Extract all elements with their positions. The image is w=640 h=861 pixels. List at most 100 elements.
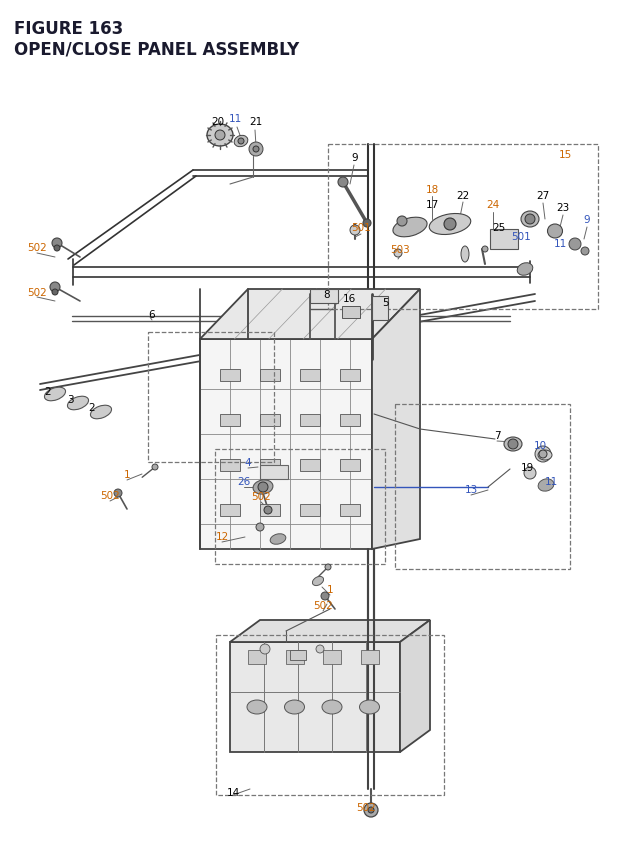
Circle shape [249, 143, 263, 157]
Circle shape [321, 592, 329, 600]
Bar [323, 650, 341, 664]
Circle shape [114, 489, 122, 498]
Text: 502: 502 [27, 288, 47, 298]
Circle shape [256, 523, 264, 531]
Ellipse shape [397, 217, 407, 226]
Ellipse shape [538, 480, 554, 492]
Ellipse shape [521, 212, 539, 228]
Bar [260, 460, 280, 472]
Bar [216, 635, 444, 795]
Ellipse shape [322, 700, 342, 714]
Text: 17: 17 [426, 200, 438, 210]
Circle shape [444, 219, 456, 231]
Text: 23: 23 [556, 202, 570, 213]
Bar [215, 449, 385, 564]
Circle shape [54, 245, 60, 251]
Text: 3: 3 [67, 394, 74, 405]
Circle shape [215, 131, 225, 141]
Circle shape [253, 147, 259, 152]
Circle shape [264, 506, 272, 514]
Ellipse shape [247, 700, 267, 714]
Ellipse shape [207, 125, 233, 147]
Text: 16: 16 [342, 294, 356, 304]
Bar [300, 460, 320, 472]
Ellipse shape [67, 397, 88, 411]
Ellipse shape [253, 480, 273, 494]
Circle shape [50, 282, 60, 293]
Circle shape [325, 564, 331, 570]
Polygon shape [230, 620, 430, 642]
Circle shape [52, 238, 62, 249]
Text: 12: 12 [216, 531, 228, 542]
Bar [342, 307, 360, 319]
Circle shape [52, 289, 58, 295]
Text: 20: 20 [211, 117, 225, 127]
Text: 501: 501 [351, 223, 371, 232]
Bar [360, 650, 378, 664]
Ellipse shape [504, 437, 522, 451]
Text: 22: 22 [456, 191, 470, 201]
Bar [340, 460, 360, 472]
Text: 8: 8 [324, 289, 330, 300]
Text: 502: 502 [100, 491, 120, 500]
Text: 7: 7 [493, 430, 500, 441]
Ellipse shape [461, 247, 469, 263]
Text: 24: 24 [486, 200, 500, 210]
Text: 1: 1 [124, 469, 131, 480]
Ellipse shape [234, 136, 248, 147]
Bar [230, 642, 400, 753]
Circle shape [508, 439, 518, 449]
Circle shape [152, 464, 158, 470]
Circle shape [482, 247, 488, 253]
Text: 502: 502 [356, 802, 376, 812]
Bar [220, 505, 240, 517]
Circle shape [581, 248, 589, 256]
Circle shape [316, 645, 324, 653]
Circle shape [238, 139, 244, 145]
Text: 1: 1 [326, 585, 333, 594]
Ellipse shape [44, 387, 65, 401]
Text: 9: 9 [352, 152, 358, 163]
Text: 502: 502 [27, 243, 47, 253]
Text: 18: 18 [426, 185, 438, 195]
Text: 19: 19 [520, 462, 534, 473]
Ellipse shape [517, 263, 532, 276]
Circle shape [539, 450, 547, 458]
Bar [200, 339, 372, 549]
Bar [300, 414, 320, 426]
Circle shape [338, 177, 348, 188]
Circle shape [535, 447, 551, 462]
Ellipse shape [547, 225, 563, 238]
Text: 6: 6 [148, 310, 156, 319]
Text: 27: 27 [536, 191, 550, 201]
Bar [490, 230, 518, 250]
Text: 5: 5 [381, 298, 388, 307]
Bar [340, 369, 360, 381]
Text: 26: 26 [237, 476, 251, 486]
Bar [310, 289, 338, 304]
Circle shape [569, 238, 581, 251]
Bar [260, 414, 280, 426]
Ellipse shape [393, 218, 427, 238]
Text: 9: 9 [584, 214, 590, 225]
Text: 15: 15 [558, 150, 572, 160]
Bar [260, 369, 280, 381]
Bar [340, 414, 360, 426]
Bar [328, 145, 598, 310]
Circle shape [364, 803, 378, 817]
Bar [220, 414, 240, 426]
Text: 14: 14 [227, 787, 239, 797]
Circle shape [363, 220, 371, 228]
Circle shape [394, 250, 402, 257]
Bar [248, 650, 266, 664]
Circle shape [258, 482, 268, 492]
Text: FIGURE 163: FIGURE 163 [14, 20, 124, 38]
Text: 13: 13 [465, 485, 477, 494]
Text: 502: 502 [251, 492, 271, 501]
Text: 501: 501 [511, 232, 531, 242]
Bar [260, 505, 280, 517]
Ellipse shape [538, 450, 552, 461]
Bar [220, 460, 240, 472]
Circle shape [350, 226, 360, 236]
Text: 2: 2 [89, 403, 95, 412]
